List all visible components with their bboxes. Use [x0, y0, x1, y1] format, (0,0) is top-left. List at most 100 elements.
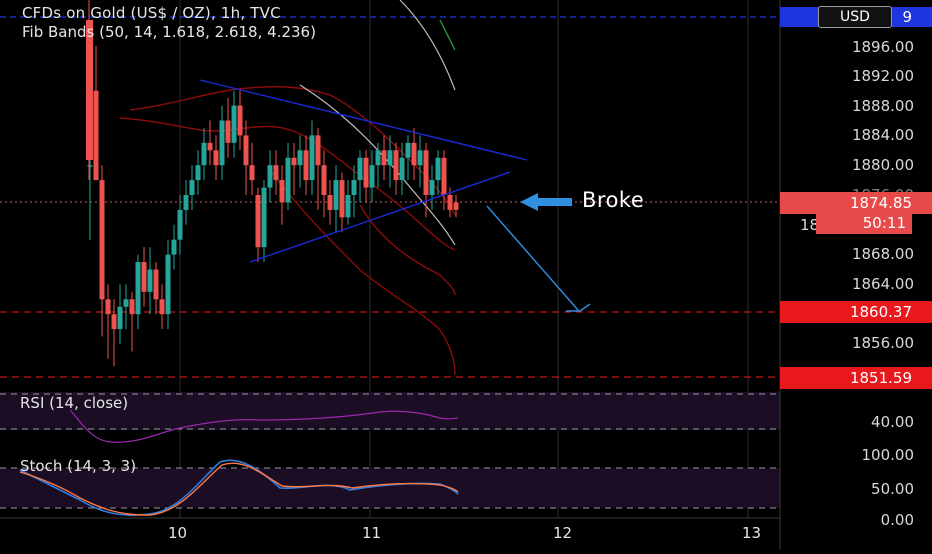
candle-body	[183, 195, 189, 210]
candle-body	[165, 254, 171, 315]
time-axis-label: 12	[553, 524, 573, 542]
price-axis-label: 1884.00	[851, 126, 914, 144]
candle-body	[117, 306, 123, 330]
candle-body	[387, 150, 393, 166]
triangle-trendlines[interactable]	[199, 79, 591, 312]
candle-body	[423, 150, 429, 195]
stoch-axis-label: 100.00	[861, 446, 915, 464]
price-level-lines	[0, 201, 780, 378]
candle-body	[189, 180, 195, 195]
stoch-axis-label: 50.00	[871, 480, 914, 498]
rsi-line	[69, 409, 459, 443]
candle-body	[453, 202, 459, 210]
candle-body	[399, 157, 405, 181]
candle-body	[213, 150, 219, 166]
candle-body	[375, 150, 381, 166]
candle-body	[87, 165, 93, 167]
price-axis-label: 1888.00	[851, 97, 914, 115]
broke-annotation-text[interactable]: Broke	[582, 188, 645, 212]
price-axis-label: 1880.00	[851, 156, 914, 174]
candle-body	[315, 135, 321, 166]
fib-bands	[119, 0, 456, 376]
candle-body	[225, 120, 231, 143]
current-price-tag: 1874.85	[780, 192, 932, 214]
candle-body	[333, 180, 339, 210]
countdown-tag: 50:11	[816, 212, 912, 234]
candle-body	[93, 90, 99, 181]
candle-body	[327, 195, 333, 210]
candle-body	[321, 165, 327, 195]
candle-body	[441, 157, 447, 195]
fib-band-lower	[269, 169, 456, 376]
candle-body	[339, 180, 345, 218]
candle-body	[279, 180, 285, 203]
stoch-pane-bg	[0, 468, 780, 508]
candle-body	[231, 105, 237, 143]
candle-body	[429, 180, 435, 195]
candle-body	[171, 239, 177, 255]
candle-body	[405, 142, 411, 158]
projection-arrow-head	[566, 303, 591, 312]
rsi-axis-label: 40.00	[871, 413, 914, 431]
broke-arrow-icon	[520, 193, 572, 211]
currency-button[interactable]: USD	[818, 6, 892, 28]
stoch-axis-label: 0.00	[880, 511, 914, 529]
time-axis-label: 10	[168, 524, 188, 542]
candle-body	[297, 150, 303, 166]
fib-band-lower2	[359, 204, 456, 296]
symbol-title: CFDs on Gold (US$ / OZ), 1h, TVC	[22, 4, 281, 22]
indicator-panes	[0, 392, 780, 517]
price-axis-label: 1868.00	[851, 245, 914, 263]
candle-body	[285, 157, 291, 203]
candle-body	[417, 150, 423, 166]
candle-body	[369, 165, 375, 188]
candle-body	[237, 105, 243, 136]
fib-band-upper	[119, 117, 456, 251]
projection-arrow	[486, 205, 579, 311]
candle-body	[243, 135, 249, 166]
candle-body	[129, 299, 135, 315]
candle-body	[435, 157, 441, 181]
candle-body	[291, 157, 297, 166]
price-axis-label: 1896.00	[851, 38, 914, 56]
vertical-grid	[0, 0, 780, 518]
candle-body	[249, 165, 255, 181]
upper-trendline	[199, 79, 528, 161]
candle-body	[207, 142, 213, 151]
candle-body	[201, 142, 207, 166]
candle-body	[159, 299, 165, 315]
lower-trendline	[249, 171, 511, 263]
level-tag-upper: 1860.37	[780, 301, 932, 323]
price-axis-label: 1892.00	[851, 67, 914, 85]
candle-body	[351, 180, 357, 195]
candle-body	[195, 165, 201, 181]
candle-body	[105, 299, 111, 315]
price-axis-partial-label: 18	[800, 216, 820, 234]
candle-body	[255, 195, 261, 248]
candle-body	[141, 262, 147, 292]
candle-body	[381, 150, 387, 166]
stoch-d-line	[19, 462, 459, 516]
candle-body	[393, 150, 399, 181]
candlesticks	[86, 0, 459, 367]
top-price-tag-text: 9	[902, 8, 912, 26]
rsi-pane-title[interactable]: RSI (14, close)	[20, 394, 129, 412]
candle-body	[153, 269, 159, 300]
candle-body	[123, 299, 129, 307]
candle-body	[357, 157, 363, 181]
price-axis-label: 1864.00	[851, 275, 914, 293]
stoch-pane-title[interactable]: Stoch (14, 3, 3)	[20, 457, 137, 475]
fib-band-green	[439, 19, 456, 51]
candle-body	[267, 165, 273, 188]
candle-body	[411, 142, 417, 166]
candle-body	[219, 120, 225, 166]
candle-body	[345, 195, 351, 218]
candle-body	[309, 135, 315, 181]
indicator-legend[interactable]: Fib Bands (50, 14, 1.618, 2.618, 4.236)	[22, 23, 316, 41]
candle-body	[303, 150, 309, 181]
candle-body	[111, 314, 117, 330]
time-axis-label: 13	[742, 524, 762, 542]
time-axis-label: 11	[362, 524, 382, 542]
